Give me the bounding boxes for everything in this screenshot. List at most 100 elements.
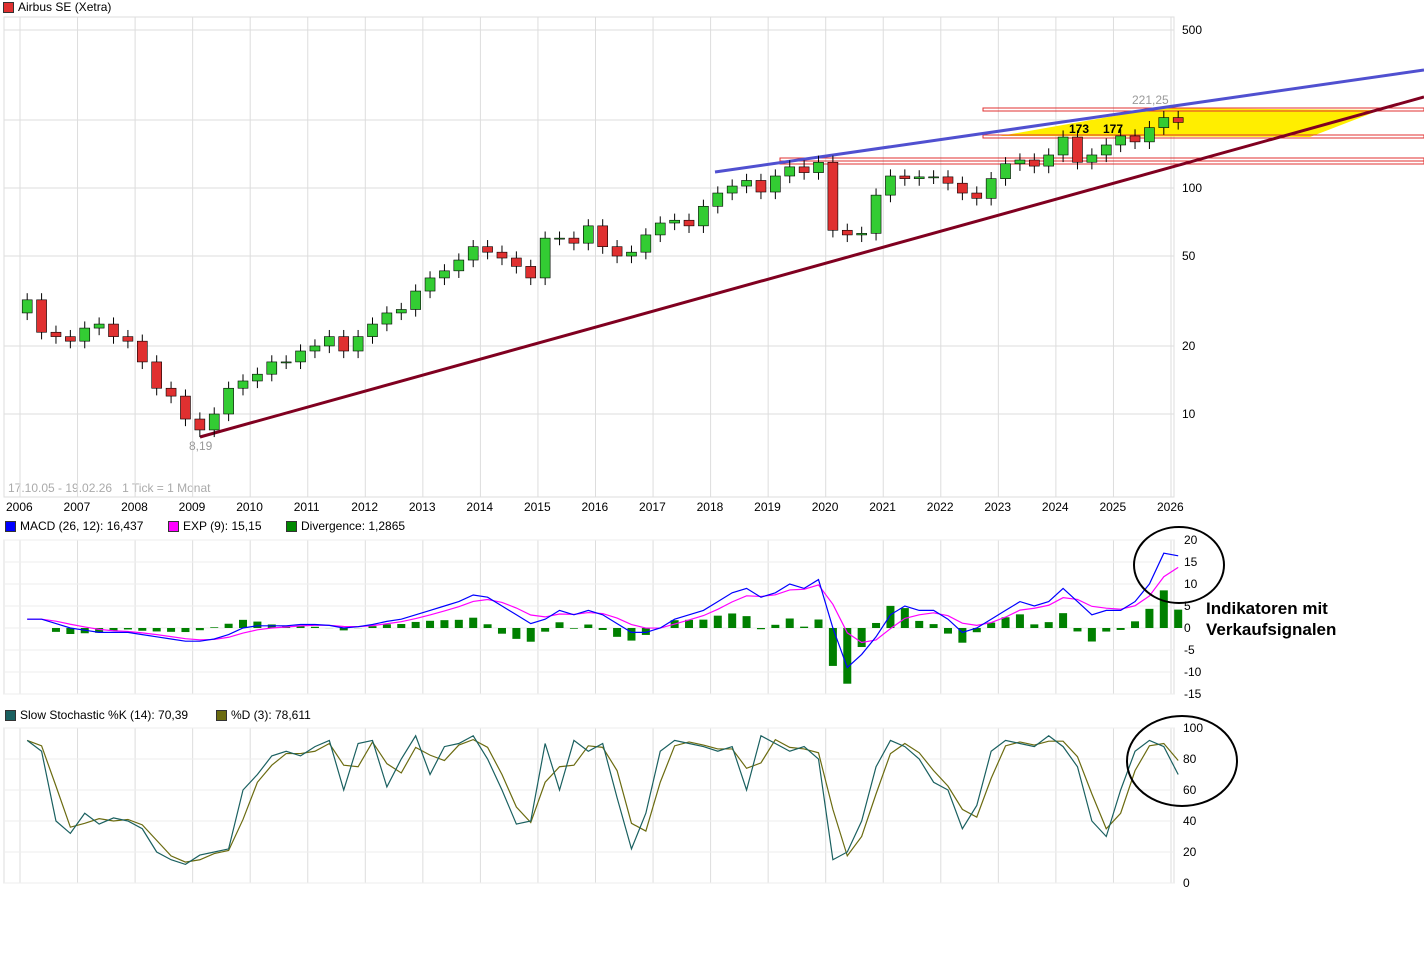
exp-label: EXP (9): 15,15 bbox=[183, 519, 262, 533]
macd-tick: 10 bbox=[1184, 577, 1198, 591]
divergence-bar bbox=[1073, 628, 1082, 632]
divergence-bar bbox=[728, 613, 737, 628]
divergence-bar bbox=[454, 619, 463, 628]
divergence-bar bbox=[943, 628, 952, 634]
candle bbox=[424, 277, 436, 292]
candle bbox=[453, 259, 465, 272]
candle bbox=[467, 246, 479, 261]
horizontal-level bbox=[982, 107, 1424, 112]
divergence-bar bbox=[756, 628, 765, 630]
divergence-bar bbox=[138, 628, 147, 631]
candle bbox=[597, 225, 608, 247]
year-tick: 2026 bbox=[1157, 500, 1184, 514]
candle bbox=[208, 413, 220, 431]
candle bbox=[554, 237, 565, 240]
divergence-bar bbox=[958, 628, 967, 643]
macd-label: MACD (26, 12): 16,437 bbox=[20, 519, 144, 533]
divergence-bar bbox=[296, 625, 305, 628]
divergence-bar bbox=[426, 620, 435, 628]
divergence-bar bbox=[397, 624, 406, 628]
candle bbox=[36, 299, 47, 333]
candle bbox=[252, 373, 263, 382]
candle bbox=[108, 323, 119, 337]
year-tick: 2019 bbox=[754, 500, 781, 514]
divergence-bar bbox=[469, 617, 478, 628]
divergence-bar bbox=[1087, 628, 1096, 642]
divergence-bar bbox=[857, 628, 866, 648]
divergence-bar bbox=[1030, 624, 1039, 628]
candle bbox=[338, 336, 350, 352]
divergence-bar bbox=[555, 622, 564, 628]
year-tick: 2011 bbox=[294, 500, 320, 514]
divergence-bar bbox=[152, 628, 161, 632]
macd-tick: 15 bbox=[1184, 555, 1198, 569]
divergence-bar bbox=[239, 619, 248, 628]
price-tick: 100 bbox=[1182, 181, 1202, 195]
divergence-bar bbox=[51, 628, 60, 632]
candle bbox=[237, 380, 249, 389]
divergence-bar bbox=[814, 619, 823, 628]
candle bbox=[856, 233, 867, 236]
candle bbox=[324, 336, 335, 347]
candle bbox=[21, 299, 33, 314]
candle bbox=[583, 225, 594, 244]
divergence-bar bbox=[613, 628, 622, 637]
divergence-bar bbox=[584, 624, 593, 628]
title-swatch bbox=[3, 1, 14, 13]
macd-tick: -15 bbox=[1184, 687, 1202, 701]
year-tick: 2017 bbox=[639, 500, 666, 514]
year-tick: 2015 bbox=[524, 500, 551, 514]
candle bbox=[755, 180, 767, 193]
exp-signal-line bbox=[27, 566, 1179, 644]
support-trendline bbox=[199, 95, 1424, 439]
candle bbox=[669, 219, 680, 224]
k-swatch bbox=[5, 709, 16, 721]
candle bbox=[309, 345, 321, 352]
divergence-bar bbox=[1145, 608, 1154, 628]
candle bbox=[93, 323, 105, 329]
candle bbox=[813, 161, 824, 173]
year-tick: 2009 bbox=[179, 500, 206, 514]
candle bbox=[165, 387, 177, 397]
divergence-bar bbox=[210, 627, 219, 628]
annotation-text: Indikatoren mit Verkaufsignalen bbox=[1206, 598, 1336, 640]
candle bbox=[841, 229, 853, 236]
candle bbox=[367, 323, 378, 337]
divergence-bar bbox=[800, 626, 809, 628]
divergence-bar bbox=[886, 605, 895, 628]
candle bbox=[957, 182, 968, 194]
divergence-bar bbox=[253, 621, 262, 628]
year-tick: 2021 bbox=[869, 500, 896, 514]
divergence-bar bbox=[972, 628, 981, 633]
target-zone bbox=[1000, 108, 1380, 137]
divergence-bar bbox=[411, 621, 420, 628]
candle bbox=[352, 336, 364, 352]
d-label: %D (3): 78,611 bbox=[231, 708, 311, 722]
candle bbox=[1172, 117, 1184, 123]
candle bbox=[79, 327, 91, 342]
price-tick: 10 bbox=[1182, 407, 1196, 421]
divergence-bar bbox=[95, 628, 104, 633]
divergence-bar bbox=[987, 622, 996, 628]
legend-stoch-d: %D (3): 78,611 bbox=[216, 708, 311, 722]
divergence-bar bbox=[771, 624, 780, 628]
stoch-tick: 100 bbox=[1183, 721, 1203, 735]
candle bbox=[439, 270, 450, 279]
candle bbox=[1144, 127, 1155, 143]
candle bbox=[726, 185, 738, 194]
macd-tick: 0 bbox=[1184, 621, 1191, 635]
candle bbox=[928, 176, 939, 179]
divergence-bar bbox=[685, 619, 694, 628]
divergence-bar bbox=[1102, 628, 1111, 632]
divergence-bar bbox=[1131, 621, 1140, 628]
candle bbox=[539, 237, 551, 279]
divergence-bar bbox=[598, 628, 607, 630]
candle bbox=[295, 350, 306, 363]
tick-info: 1 Tick = 1 Monat bbox=[122, 481, 211, 495]
stoch-d-line bbox=[26, 738, 1179, 863]
candle bbox=[194, 418, 206, 431]
candle bbox=[1029, 159, 1040, 167]
candle bbox=[712, 192, 724, 207]
divergence-bar bbox=[526, 628, 535, 642]
year-tick: 2013 bbox=[409, 500, 436, 514]
